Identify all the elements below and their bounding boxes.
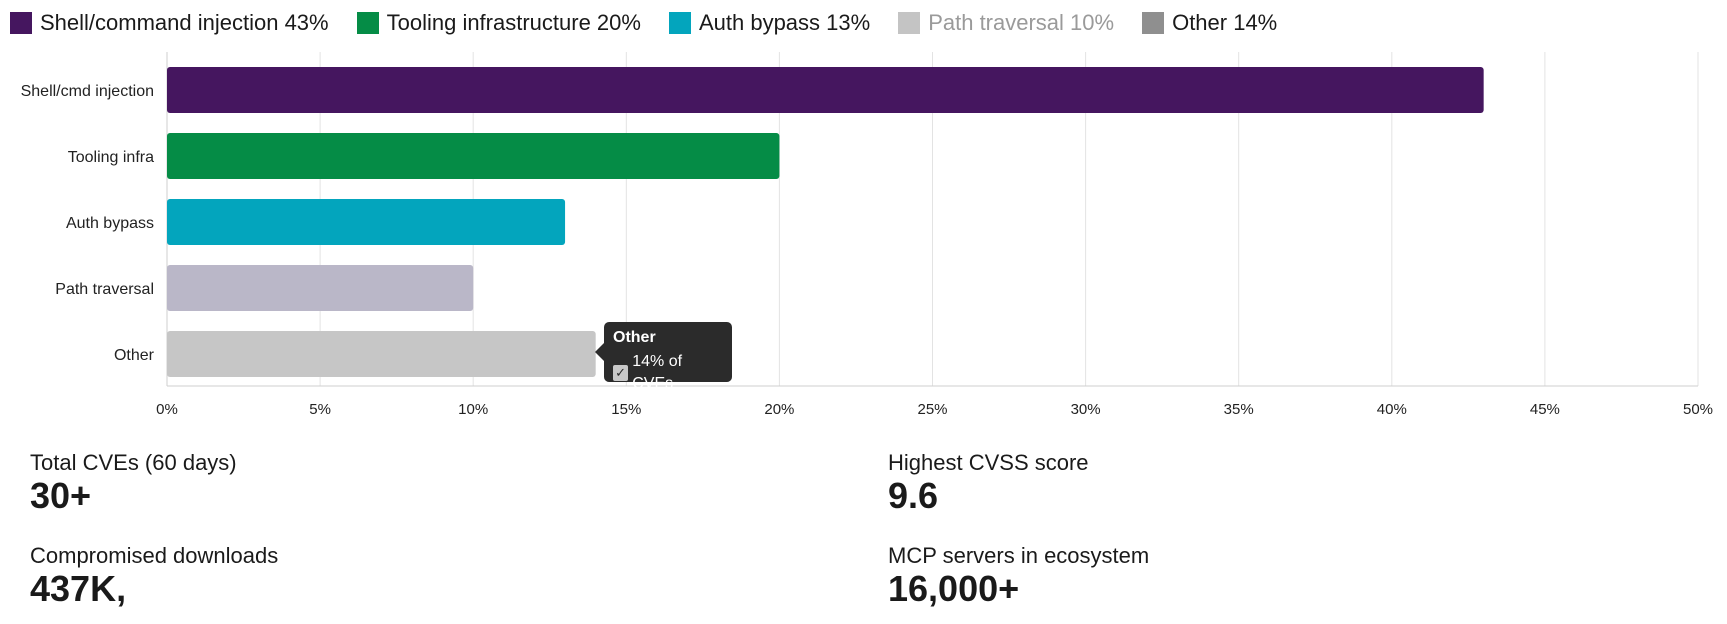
x-tick-label: 5% xyxy=(309,401,331,418)
tooltip-title: Other xyxy=(613,329,656,346)
legend-label: Other 14% xyxy=(1172,10,1278,35)
category-label: Tooling infra xyxy=(68,149,154,166)
legend-swatch xyxy=(356,12,379,34)
stat-label: Highest CVSS score xyxy=(888,450,1089,475)
bar[interactable] xyxy=(167,133,780,179)
legend-item-tooling-infrastructure[interactable]: Tooling infrastructure 20% xyxy=(356,10,641,36)
category-label: Auth bypass xyxy=(66,215,154,232)
stat-value: 9.6 xyxy=(888,475,939,516)
legend-item-other[interactable]: Other 14% xyxy=(1142,10,1277,36)
stat-label: Compromised downloads xyxy=(30,543,279,568)
stat-label: Total CVEs (60 days) xyxy=(30,450,237,475)
bar-chart: Shell/cmd injection Tooling infra Auth byp… xyxy=(21,52,1713,418)
legend-swatch xyxy=(1142,12,1165,34)
legend-item-path-traversal[interactable]: Path traversal 10% xyxy=(898,10,1114,36)
bar[interactable] xyxy=(167,265,474,311)
legend-swatch xyxy=(10,12,32,34)
chart-legend: Shell/command injection 43% Tooling infr… xyxy=(10,8,1305,38)
legend-item-auth-bypass[interactable]: Auth bypass 13% xyxy=(668,10,871,36)
stat-highest-cvss: Highest CVSS score 9.6 xyxy=(888,450,1089,516)
stat-compromised-downloads: Compromised downloads 437K, xyxy=(30,543,278,609)
category-label: Other xyxy=(114,347,155,364)
bar[interactable] xyxy=(167,199,566,245)
legend-label: Auth bypass 13% xyxy=(698,10,871,35)
chart-tooltip: Other ✓ 14% of CVEs xyxy=(595,322,732,392)
stat-value: 16,000+ xyxy=(888,568,1020,609)
x-tick-label: 25% xyxy=(917,401,947,418)
legend-item-shell-injection[interactable]: Shell/command injection 43% xyxy=(10,10,329,36)
bar[interactable] xyxy=(167,67,1484,113)
stat-mcp-servers: MCP servers in ecosystem 16,000+ xyxy=(888,543,1149,609)
tooltip-value: 14% of CVEs xyxy=(632,353,683,392)
legend-label: Tooling infrastructure 20% xyxy=(386,10,641,35)
x-tick-label: 0% xyxy=(156,401,178,418)
stat-value: 437K, xyxy=(30,568,127,609)
chart-bars xyxy=(167,67,1484,377)
x-tick-label: 15% xyxy=(611,401,641,418)
x-tick-label: 35% xyxy=(1224,401,1254,418)
x-tick-label: 40% xyxy=(1377,401,1407,418)
bar[interactable] xyxy=(167,331,596,377)
legend-swatch xyxy=(898,12,921,34)
checkbox-icon: ✓ xyxy=(613,365,629,381)
legend-swatch xyxy=(668,12,691,34)
x-tick-label: 50% xyxy=(1683,401,1713,418)
tooltip-row: ✓ 14% of CVEs xyxy=(613,351,723,395)
category-label: Path traversal xyxy=(55,281,154,298)
category-labels: Shell/cmd injection Tooling infra Auth byp… xyxy=(21,83,155,364)
x-tick-label: 20% xyxy=(764,401,794,418)
legend-label: Shell/command injection 43% xyxy=(40,10,329,35)
category-label: Shell/cmd injection xyxy=(21,83,154,100)
x-axis-tick-labels: 0% 5% 10% 15% 20% 25% 30% 35% 40% 45% 50% xyxy=(156,401,1713,418)
x-tick-label: 45% xyxy=(1530,401,1560,418)
x-tick-label: 30% xyxy=(1071,401,1101,418)
x-tick-label: 10% xyxy=(458,401,488,418)
stat-value: 30+ xyxy=(30,475,92,516)
stat-total-cves: Total CVEs (60 days) 30+ xyxy=(30,450,237,516)
legend-label: Path traversal 10% xyxy=(928,10,1115,35)
stat-label: MCP servers in ecosystem xyxy=(888,543,1150,568)
